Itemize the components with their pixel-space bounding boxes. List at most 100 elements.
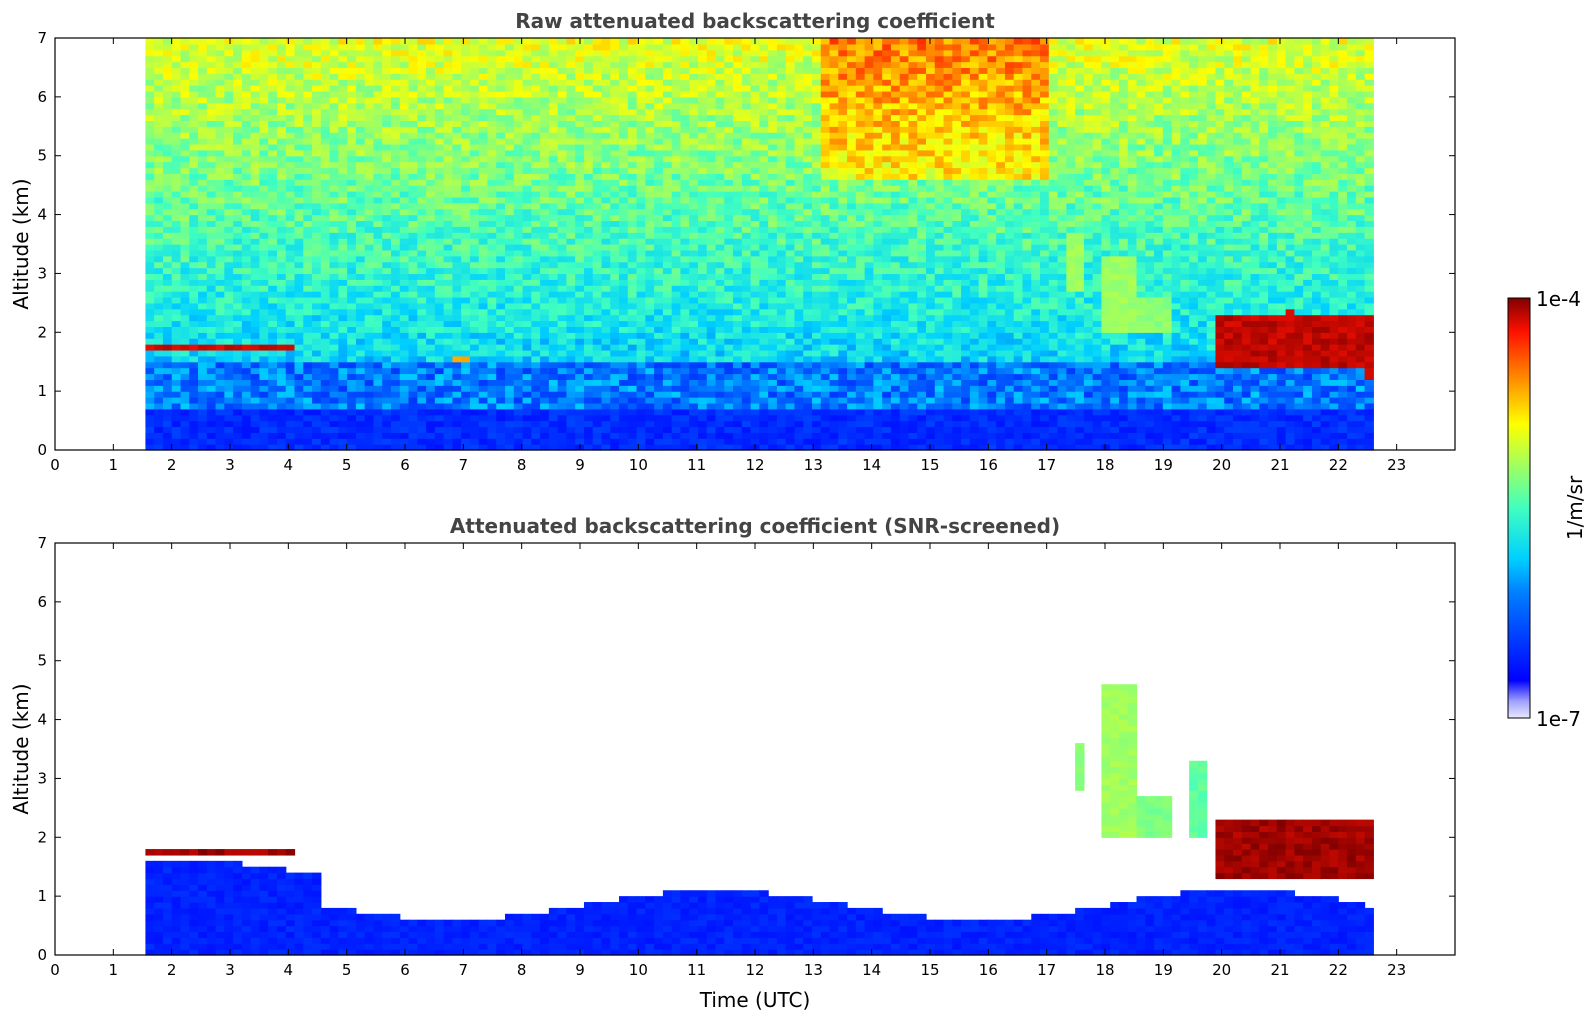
heatmap-cell [250,332,261,339]
heatmap-cell [627,90,638,98]
heatmap-cell [733,408,743,416]
heatmap-cell [575,344,585,351]
heatmap-cell [312,191,322,198]
heatmap-cell [505,397,515,404]
heatmap-cell [391,38,401,45]
heatmap-cell [478,267,489,275]
heatmap-cell [662,444,673,451]
heatmap-cell [443,79,453,86]
heatmap-cell [268,261,278,269]
heatmap-cell [347,261,357,269]
heatmap-cell [312,291,322,298]
heatmap-cell [610,79,620,86]
heatmap-cell [426,338,436,345]
heatmap-cell [180,167,190,174]
heatmap-cell [198,185,208,192]
heatmap-cell [706,291,717,298]
heatmap-cell [741,385,752,392]
heatmap-cell [566,414,576,422]
heatmap-cell [654,326,664,333]
heatmap-cell [391,344,401,351]
heatmap-cell [557,420,568,428]
heatmap-cell [206,238,217,245]
heatmap-cell [180,220,190,227]
heatmap-cell [724,208,734,216]
heatmap-cell [575,291,585,298]
heatmap-cell [680,397,690,404]
heatmap-cell [373,255,383,263]
heatmap-cell [583,132,594,139]
heatmap-cell [496,138,506,145]
heatmap-cell [408,444,418,451]
heatmap-cell [583,120,594,127]
heatmap-cell [189,49,199,57]
heatmap-cell [645,149,655,157]
heatmap-cell [654,149,664,157]
heatmap-cell [706,326,717,333]
heatmap-cell [583,279,594,286]
heatmap-cell [706,73,717,80]
heatmap-cell [399,361,410,369]
heatmap-cell [434,261,445,269]
heatmap-cell [689,314,699,322]
heatmap-cell [636,338,646,345]
heatmap-cell [654,385,664,392]
heatmap-cell [268,344,278,351]
heatmap-cell [557,232,568,239]
heatmap-cell [215,296,225,304]
heatmap-cell [566,249,576,257]
heatmap-cell [355,338,366,345]
heatmap-cell [513,238,524,245]
heatmap-cell [171,90,182,98]
heatmap-cell [724,373,734,380]
heatmap-cell [583,185,594,192]
heatmap-cell [741,96,752,104]
heatmap-cell [548,308,559,316]
heatmap-cell [171,179,182,186]
heatmap-cell [268,291,278,298]
heatmap-cell [505,267,515,275]
heatmap-cell [320,273,331,280]
heatmap-cell [715,444,725,451]
heatmap-cell [276,438,287,445]
heatmap-cell [320,391,331,398]
heatmap-cell [531,326,541,333]
heatmap-cell [303,96,313,104]
heatmap-cell [391,285,401,292]
heatmap-cell [645,161,655,169]
heatmap-cell [478,296,489,304]
heatmap-cell [680,314,690,322]
heatmap-cell [145,138,155,145]
heatmap-cell [496,426,506,433]
heatmap-cell [566,196,576,204]
heatmap-cell [505,385,515,392]
heatmap-cell [233,391,243,398]
heatmap-cell [461,367,471,375]
heatmap-cell [145,55,155,63]
heatmap-cell [215,397,225,404]
heatmap-cell [759,344,769,351]
heatmap-cell [592,214,603,222]
heatmap-cell [285,397,296,404]
heatmap-cell [522,414,532,422]
heatmap-cell [689,438,699,445]
heatmap-cell [312,120,322,127]
heatmap-cell [443,161,453,169]
heatmap-cell [750,308,760,316]
heatmap-cell [741,397,752,404]
heatmap-cell [215,155,225,163]
heatmap-cell [364,149,375,157]
heatmap-cell [583,126,594,133]
heatmap-cell [417,291,427,298]
heatmap-cell [294,173,304,180]
heatmap-cell [154,85,164,92]
heatmap-cell [750,132,760,139]
heatmap-cell [233,420,243,428]
heatmap-cell [276,202,287,210]
heatmap-cell [741,302,752,310]
heatmap-cell [733,214,743,222]
heatmap-cell [364,238,375,245]
heatmap-cell [171,61,182,69]
heatmap-cell [198,261,208,269]
heatmap-cell [399,349,410,357]
